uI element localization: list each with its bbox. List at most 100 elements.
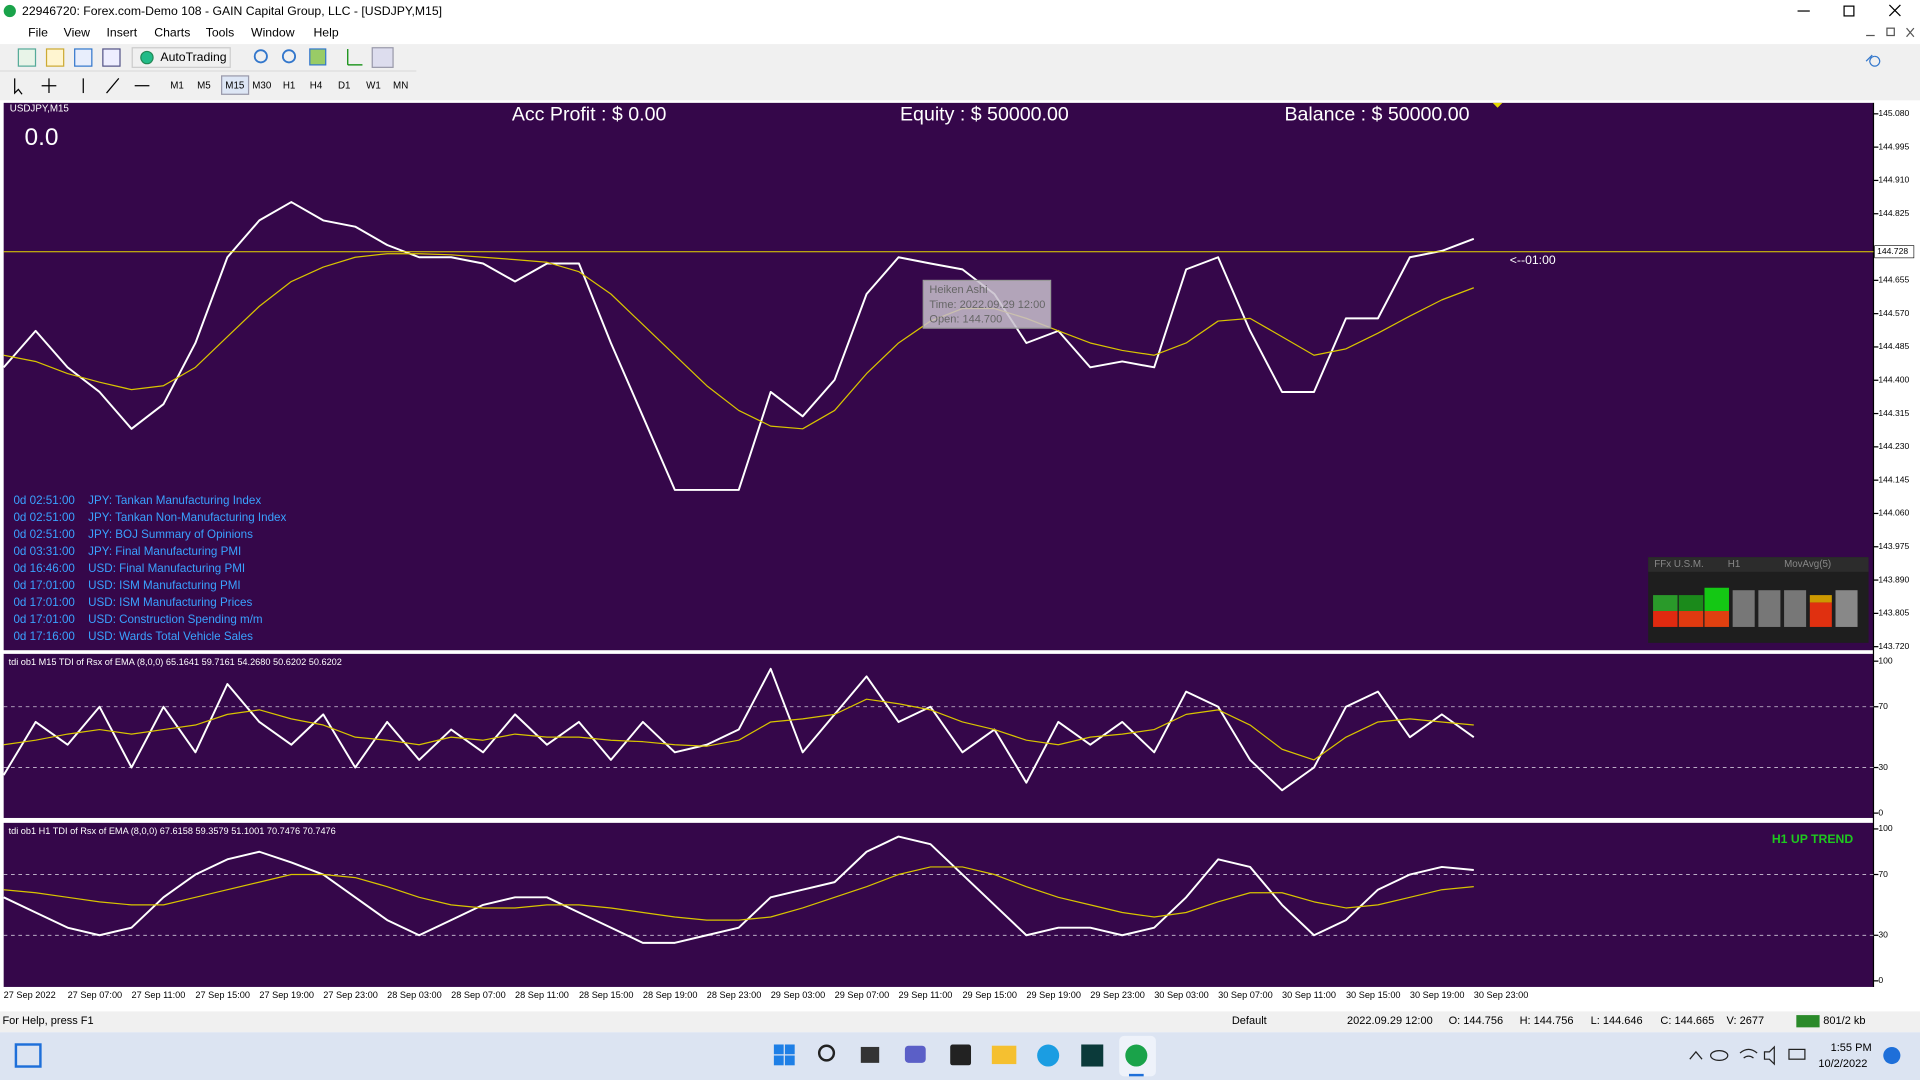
terminal-app[interactable] [1081,1044,1104,1067]
menu-item[interactable]: File [28,25,48,39]
news-list: 0d 02:51:00 JPY: Tankan Manufacturing Ind… [13,494,286,643]
zoom-in[interactable] [253,49,268,64]
menu-item[interactable]: View [64,25,90,39]
y-tick-label: 70 [1878,701,1888,711]
x-tick-label: 30 Sep 15:00 [1346,990,1401,1000]
status-item: 801/2 kb [1823,1015,1865,1027]
ffx-cell [1758,590,1781,627]
clock-time: 1:55 PM [1831,1042,1872,1054]
status-bar [0,1011,1920,1033]
close[interactable] [1888,4,1901,17]
connection-bars [1796,1015,1820,1028]
ffx-labels: FFx U.S.M. H1 MovAvg(5) [1654,559,1831,570]
news-time: 0d 02:51:00 [13,494,75,507]
news-time: 0d 02:51:00 [13,528,75,541]
search-button[interactable] [817,1044,836,1062]
timeframe-button[interactable]: M1 [170,80,184,91]
x-tick-label: 29 Sep 15:00 [962,990,1017,1000]
x-tick-label: 29 Sep 23:00 [1090,990,1145,1000]
start-button[interactable] [773,1044,795,1066]
tooltip-title: Heiken Ashi [929,284,987,296]
timeframe-button[interactable]: H4 [310,80,323,91]
y-tick-label: 0 [1878,807,1883,817]
x-tick-label: 28 Sep 07:00 [451,990,506,1000]
trendline-tool[interactable] [106,77,120,94]
ffx-cell [1653,595,1678,612]
tool-button[interactable] [17,48,37,67]
maximize[interactable] [1843,5,1855,17]
y-tick-label: 144.910 [1878,175,1909,185]
news-time: 0d 17:01:00 [13,579,75,592]
profit-display: 0.0 [24,124,58,151]
x-tick-label: 29 Sep 11:00 [899,990,953,1000]
mdi-restore[interactable] [1886,27,1895,37]
ffx-header [1648,557,1869,572]
news-event: USD: Construction Spending m/m [88,613,262,626]
timeframe-button[interactable]: W1 [366,80,381,91]
chat-app[interactable] [904,1045,926,1063]
zoom-out[interactable] [281,49,297,64]
tool-button[interactable] [74,48,93,67]
notification-badge[interactable] [1883,1046,1901,1065]
mdi-close[interactable] [1906,27,1915,38]
taskbar-icons [14,1035,1901,1077]
timeframe-button[interactable]: M15 [225,80,245,91]
ffx-cell [1653,611,1678,627]
cursor-tool[interactable] [14,78,23,95]
menu-item[interactable]: Window [251,25,295,39]
x-tick-label: 28 Sep 23:00 [707,990,762,1000]
current-price-tag [1874,245,1915,259]
autoscroll[interactable] [371,47,394,68]
tool-button[interactable] [102,48,121,67]
ffx-cell [1732,590,1755,627]
notion-app[interactable] [950,1044,972,1066]
ffx-cell [1809,602,1832,627]
window-controls[interactable] [1797,4,1901,17]
y-tick-label: 144.060 [1878,508,1909,518]
app-icon [3,4,16,18]
ffx-label: H1 [1728,559,1741,570]
news-time: 0d 02:51:00 [13,511,75,524]
autotrading-label[interactable]: AutoTrading [160,50,226,64]
y-tick-label: 144.995 [1878,141,1909,151]
edge-app[interactable] [1037,1044,1060,1067]
search-icon[interactable] [1865,54,1881,67]
tool-button[interactable] [45,48,65,67]
timeframe-button[interactable]: M5 [197,80,211,91]
explorer-app[interactable] [991,1045,1017,1065]
menu-item[interactable]: Help [313,25,338,39]
x-tick-label: 27 Sep 23:00 [323,990,378,1000]
status-item: For Help, press F1 [2,1015,93,1027]
timeframe-button[interactable]: M30 [252,80,272,91]
metatrader-app[interactable] [1125,1044,1148,1067]
y-tick-label: 30 [1878,762,1888,772]
menu-item[interactable]: Charts [154,25,190,39]
news-event: JPY: Tankan Manufacturing Index [88,494,261,507]
status-item: H: 144.756 [1520,1015,1574,1027]
tray-icons[interactable] [1689,1045,1806,1066]
timeframe-button[interactable]: MN [393,80,408,91]
menu-item[interactable]: Insert [107,25,138,39]
autotrading-button[interactable] [131,47,231,68]
x-tick-label: 28 Sep 15:00 [579,990,634,1000]
status-item: V: 2677 [1727,1015,1765,1027]
menu-item[interactable]: Tools [206,25,235,39]
task-view[interactable] [860,1046,880,1063]
chart-shift[interactable] [347,48,363,66]
crosshair-tool[interactable] [41,78,57,94]
countdown: <--01:00 [1510,253,1556,267]
news-time: 0d 17:01:00 [13,596,75,609]
mdi-controls[interactable] [1866,27,1915,38]
tile-windows[interactable] [309,48,327,66]
news-event: USD: Wards Total Vehicle Sales [88,630,253,643]
timeframe-button[interactable]: D1 [338,80,351,91]
x-tick-label: 28 Sep 03:00 [387,990,442,1000]
series-line [3,698,1474,761]
panel-title: tdi ob1 H1 TDI of Rsx of EMA (8,0,0) 67.… [9,826,336,836]
widgets-icon[interactable] [14,1043,42,1068]
series-line [3,835,1474,944]
x-tick-label: 29 Sep 07:00 [835,990,890,1000]
timeframe-button[interactable]: H1 [283,80,296,91]
